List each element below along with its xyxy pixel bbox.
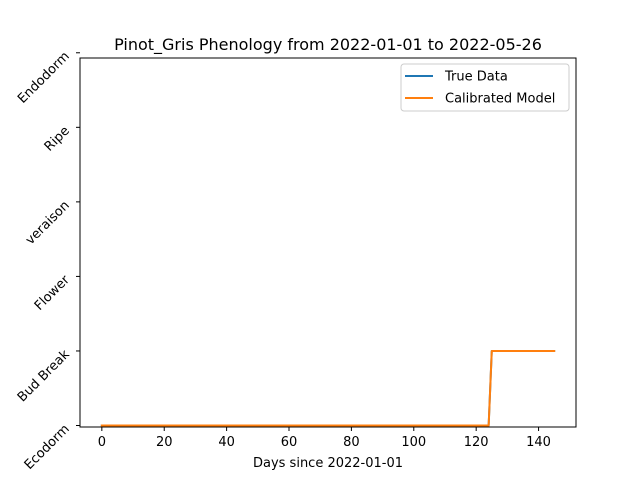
series-line-calibrated-model [100, 349, 556, 427]
x-tick-label: 80 [343, 435, 360, 450]
x-axis-label: Days since 2022-01-01 [253, 456, 403, 471]
legend-box [400, 63, 570, 112]
legend-label: True Data [444, 70, 508, 85]
x-tick-label: 40 [218, 435, 235, 450]
legend: True Data Calibrated Model [400, 63, 570, 112]
x-axis: 0 20 40 60 80 100 120 140 [98, 427, 551, 450]
x-tick-label: 60 [281, 435, 298, 450]
plot-area [100, 349, 556, 427]
chart-title: Pinot_Gris Phenology from 2022-01-01 to … [114, 35, 542, 55]
x-tick-label: 20 [156, 435, 173, 450]
plot-frame [79, 57, 577, 428]
x-tick-label: 0 [98, 435, 106, 450]
x-tick-label: 120 [464, 435, 489, 450]
legend-label: Calibrated Model [445, 92, 555, 107]
x-tick-label: 100 [401, 435, 426, 450]
x-tick-label: 140 [526, 435, 551, 450]
